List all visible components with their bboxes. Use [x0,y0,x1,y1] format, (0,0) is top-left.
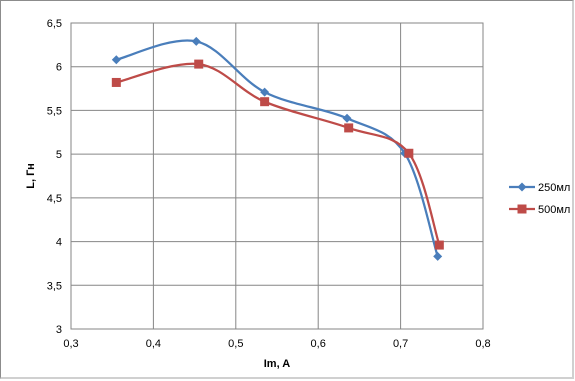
y-tick-label: 3 [56,324,62,336]
y-axis-title: L, Гн [25,163,37,188]
series-lines [116,39,441,257]
y-tick-label: 4 [56,237,62,249]
data-point-series-0 [433,251,443,261]
data-point-series-0 [191,36,201,46]
y-tick-label: 6,5 [47,18,62,30]
y-tick-label: 4,5 [47,193,62,205]
y-tick-label: 5,5 [47,105,62,117]
x-tick-label: 0,3 [63,338,78,350]
data-point-series-0 [111,55,121,65]
series-line-1 [116,62,441,246]
legend-label: 250мл [538,182,570,194]
x-tick-labels: 0,3 0,4 0,5 0,6 0,7 0,8 [63,338,490,350]
data-point-series-0 [260,87,270,97]
data-point-series-1 [194,59,204,69]
grid-lines [71,23,483,329]
x-tick-label: 0,6 [311,338,326,350]
x-axis-title: Im, A [264,358,291,370]
legend-label: 500мл [538,204,570,216]
y-tick-labels: 3 3,5 4 4,5 5 5,5 6 6,5 [47,18,62,336]
data-point-series-1 [404,148,414,158]
x-tick-label: 0,7 [393,338,408,350]
series-markers [111,36,444,261]
legend: 250мл 500мл [509,182,570,216]
legend-marker-0 [517,182,527,192]
x-tick-label: 0,8 [475,338,490,350]
legend-marker-1 [517,204,527,214]
x-tick-label: 0,4 [146,338,161,350]
data-point-series-0 [342,113,352,123]
x-tick-label: 0,5 [228,338,243,350]
data-point-series-1 [344,123,354,133]
data-point-series-1 [111,77,121,87]
y-tick-label: 6 [56,62,62,74]
plot-area-border [70,22,484,330]
y-tick-label: 3,5 [47,280,62,292]
series-line-0 [116,39,439,257]
data-point-series-1 [434,240,444,250]
data-point-series-1 [260,97,270,107]
y-tick-label: 5 [56,149,62,161]
